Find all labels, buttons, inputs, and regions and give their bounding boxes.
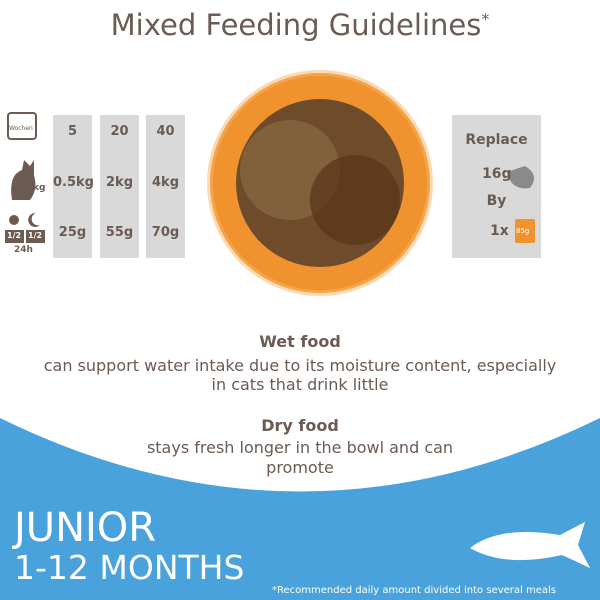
- replace-amount: 16g: [482, 166, 512, 182]
- day-box: [5, 230, 24, 243]
- table-cell: 5: [67, 124, 78, 139]
- table-cell: 2kg: [106, 175, 133, 190]
- icon-label: 1/2: [28, 231, 43, 240]
- night-box: [26, 230, 45, 243]
- pouch-icon: [515, 219, 535, 243]
- footnote: *Recommended daily amount divided into s…: [272, 585, 556, 596]
- table-column: 20 2kg 55g: [100, 115, 139, 258]
- title: Mixed Feeding Guidelines*: [110, 8, 490, 42]
- wet-text: in cats that drink little: [211, 375, 389, 394]
- dry-heading: Dry food: [261, 416, 339, 435]
- icon-label: Wochen: [9, 125, 33, 132]
- wet-text: can support water intake due to its mois…: [43, 356, 557, 375]
- fish-icon: [470, 522, 590, 568]
- blue-wave: [0, 418, 600, 600]
- pouch-label: 85g: [516, 227, 530, 235]
- dry-text: stays fresh longer in the bowl and can: [146, 438, 454, 457]
- replace-title: Replace: [465, 132, 528, 148]
- moon-icon: [28, 212, 40, 227]
- table-cell: 55g: [105, 225, 134, 240]
- icon-label: 24h: [14, 245, 33, 255]
- calendar-icon: [7, 112, 37, 140]
- wet-food: [310, 155, 400, 245]
- table-cell: 20: [110, 124, 129, 139]
- wet-heading: Wet food: [259, 332, 341, 351]
- icon-label: kg: [33, 183, 46, 193]
- table-column: 5 0.5kg 25g: [53, 115, 94, 258]
- age: 1-12 MONTHS: [14, 548, 245, 587]
- table-cell: 0.5kg: [53, 175, 94, 190]
- table-cell: 4kg: [152, 175, 179, 190]
- dry-text: promote: [266, 458, 334, 477]
- icon-label: 1/2: [7, 231, 22, 240]
- stage: JUNIOR: [14, 505, 157, 551]
- replace-count: 1x: [490, 223, 509, 239]
- table-cell: 70g: [151, 225, 180, 240]
- replace-by: By: [486, 193, 507, 209]
- scoop-icon: [507, 166, 534, 189]
- table-column: 40 4kg 70g: [146, 115, 185, 258]
- table-cell: 40: [156, 124, 175, 139]
- table-cell: 25g: [58, 225, 87, 240]
- sun-icon: [9, 215, 19, 225]
- cat-icon: [11, 160, 36, 200]
- bowl-rim: [207, 70, 433, 296]
